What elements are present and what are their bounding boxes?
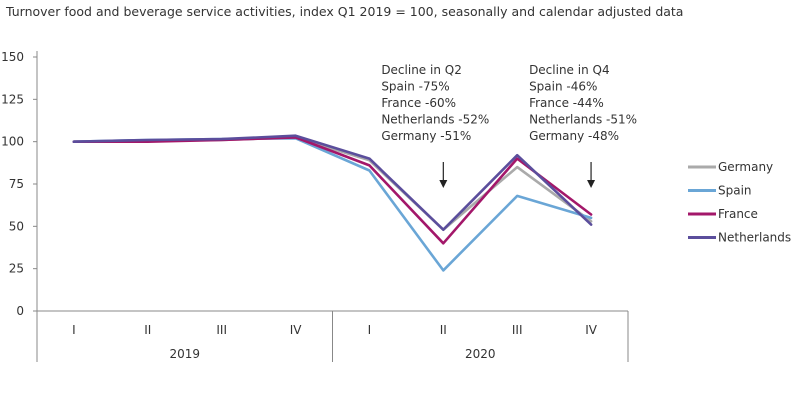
y-tick-label: 100 <box>1 135 24 149</box>
y-tick-label: 150 <box>1 50 24 64</box>
legend-label-france: France <box>718 207 758 221</box>
legend-label-spain: Spain <box>718 184 752 198</box>
y-tick-label: 0 <box>16 304 24 318</box>
x-tick-label: III <box>512 323 523 337</box>
y-tick-label: 50 <box>9 219 24 233</box>
annotation-text: Netherlands -52% <box>381 113 489 127</box>
annotation-text: Spain -75% <box>381 80 449 94</box>
annotations: Decline in Q2 Spain -75% France -60% Nether… <box>381 63 637 188</box>
annotation-text: Germany -51% <box>381 129 471 143</box>
annotation-text: Germany -48% <box>529 129 619 143</box>
chart-title: Turnover food and beverage service activ… <box>6 4 684 19</box>
x-tick-label: III <box>216 323 227 337</box>
annotation-text: Decline in Q2 <box>381 63 462 77</box>
annotation-text: Netherlands -51% <box>529 113 637 127</box>
x-tick-label: I <box>368 323 372 337</box>
series-line-netherlands <box>72 134 593 231</box>
legend-label-germany: Germany <box>718 160 773 174</box>
annotation-text: France -60% <box>381 96 456 110</box>
y-tick-label: 125 <box>1 92 24 106</box>
legend-label-netherlands: Netherlands <box>718 231 791 245</box>
group-label: 2020 <box>465 347 496 361</box>
legend: Germany Spain France Netherlands <box>688 160 791 245</box>
x-tick-label: I <box>72 323 76 337</box>
annotation-text: Spain -46% <box>529 80 597 94</box>
x-tick-label: II <box>144 323 151 337</box>
group-label: 2019 <box>169 347 200 361</box>
x-tick-label: IV <box>585 323 598 337</box>
annotation-arrowhead <box>587 180 596 188</box>
annotation-text: France -44% <box>529 96 604 110</box>
series-layer <box>72 134 593 272</box>
x-tick-label: IV <box>290 323 303 337</box>
series-line-france <box>72 136 593 245</box>
x-tick-label: II <box>440 323 447 337</box>
y-tick-label: 75 <box>9 177 24 191</box>
annotation-arrowhead <box>439 180 448 188</box>
annotation-text: Decline in Q4 <box>529 63 610 77</box>
y-tick-label: 25 <box>9 262 24 276</box>
